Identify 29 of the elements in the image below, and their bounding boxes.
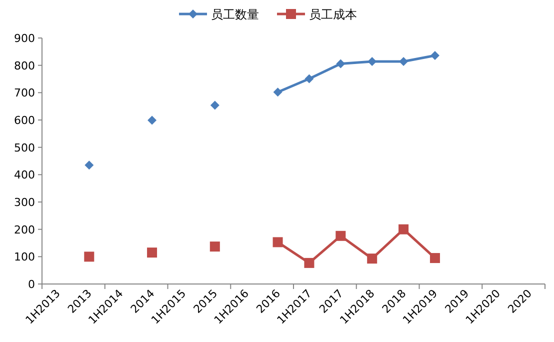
y-tick-label: 600	[14, 114, 35, 127]
point	[336, 230, 346, 241]
point	[210, 242, 220, 252]
point	[84, 160, 94, 170]
point	[273, 88, 282, 97]
y-tick-label: 900	[14, 32, 35, 45]
y-tick-label: 700	[14, 86, 35, 100]
legend-label: 员工数量	[211, 8, 259, 22]
point	[430, 50, 440, 60]
legend-label: 员工成本	[309, 8, 357, 22]
point	[367, 254, 378, 264]
y-tick-label: 0	[28, 278, 35, 291]
y-tick-label: 200	[14, 223, 35, 236]
point	[272, 237, 283, 248]
point	[304, 74, 314, 84]
point	[147, 248, 158, 258]
y-tick-label: 100	[14, 250, 35, 264]
point	[148, 116, 157, 125]
y-tick-label: 800	[14, 59, 35, 72]
point	[399, 57, 408, 66]
point	[398, 224, 409, 234]
y-tick-label: 400	[14, 168, 35, 182]
point	[84, 252, 94, 262]
point	[430, 253, 440, 264]
point	[336, 59, 346, 68]
y-tick-label: 500	[14, 141, 35, 154]
point	[304, 258, 314, 268]
point	[210, 100, 220, 110]
y-tick-label: 300	[14, 196, 35, 209]
